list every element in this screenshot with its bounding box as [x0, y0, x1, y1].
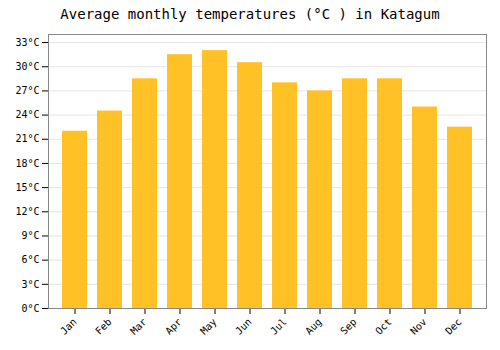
svg-text:Jan: Jan [58, 316, 79, 337]
svg-text:Mar: Mar [128, 316, 149, 337]
svg-text:18°C: 18°C [15, 158, 39, 169]
svg-text:Jun: Jun [233, 316, 254, 337]
svg-text:Apr: Apr [163, 316, 184, 337]
html-text:Average monthly temperatures (: Average monthly temperatures (°C ) in Ka… [60, 6, 440, 22]
svg-text:6°C: 6°C [21, 254, 39, 265]
svg-text:Nov: Nov [408, 316, 429, 337]
svg-text:Sep: Sep [338, 316, 359, 337]
svg-text:30°C: 30°C [15, 61, 39, 72]
svg-text:33°C: 33°C [15, 37, 39, 48]
svg-text:Dec: Dec [443, 316, 464, 337]
svg-text:21°C: 21°C [15, 133, 39, 144]
svg-text:Oct: Oct [373, 316, 394, 337]
svg-text:9°C: 9°C [21, 230, 39, 241]
svg-text:Aug: Aug [303, 316, 324, 337]
svg-text:3°C: 3°C [21, 279, 39, 290]
svg-text:Feb: Feb [93, 316, 114, 337]
svg-text:12°C: 12°C [15, 206, 39, 217]
svg-text:0°C: 0°C [21, 303, 39, 314]
svg-text:15°C: 15°C [15, 182, 39, 193]
svg-text:Jul: Jul [268, 316, 289, 337]
svg-text:24°C: 24°C [15, 109, 39, 120]
svg-text:May: May [198, 316, 219, 337]
svg-text:27°C: 27°C [15, 85, 39, 96]
